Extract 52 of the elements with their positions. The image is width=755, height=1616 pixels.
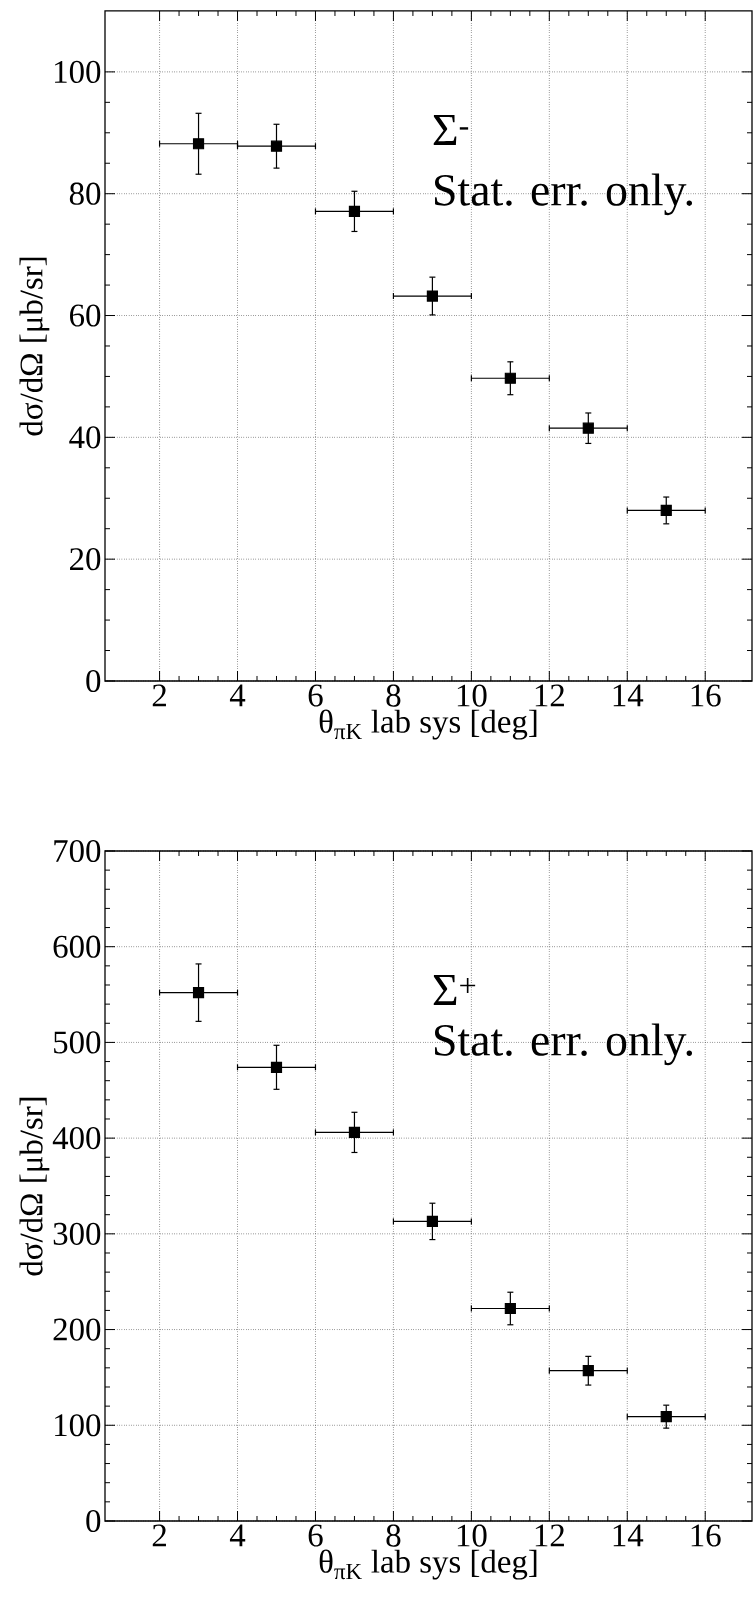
point (348, 1126, 361, 1138)
x-axis-title: θ$_{πK}$ lab sys [deg] (319, 709, 537, 740)
x-tick-label: 16 (691, 684, 721, 707)
y-tick-label: 80 (69, 182, 101, 205)
x-tick-label: 12 (535, 1524, 564, 1547)
x-axis-title: θ$_{πK}$ lab sys [deg] (319, 1549, 537, 1580)
point (426, 290, 438, 302)
x-tick-label: 16 (691, 1524, 721, 1547)
x-tick-label: 4 (229, 684, 246, 707)
y-axis-title: dσ/dΩ [μb/sr] (19, 1097, 50, 1276)
y-tick-label: 60 (70, 304, 101, 327)
y-tick-label: 700 (54, 839, 101, 863)
y-tick-label: 0 (86, 1509, 101, 1533)
point (426, 1215, 438, 1227)
x-tick-label: 6 (308, 1524, 323, 1547)
x-tick-label: 14 (613, 684, 644, 707)
y-tick-label: 100 (55, 60, 101, 83)
x-tick-label: 10 (457, 684, 487, 707)
point (660, 1411, 672, 1423)
point (270, 1061, 283, 1073)
y-tick-label: 600 (53, 935, 101, 958)
y-tick-label: 300 (53, 1222, 101, 1245)
point (192, 987, 205, 999)
x-tick-label: 4 (229, 1524, 246, 1547)
annotation: Stat. err. only. (435, 1023, 693, 1066)
x-tick-label: 8 (386, 684, 401, 707)
x-tick-label: 10 (457, 1524, 487, 1547)
x-tick-label: 6 (308, 684, 323, 707)
point (270, 140, 283, 152)
x-tick-label: 8 (386, 1524, 401, 1547)
x-tick-label: 2 (152, 1524, 166, 1547)
y-tick-label: 400 (52, 1127, 101, 1150)
y-tick-label: 100 (55, 1414, 101, 1437)
annotation: Σ$^{-}$ (433, 114, 469, 145)
y-tick-label: 200 (53, 1318, 101, 1341)
point (192, 138, 205, 150)
point (660, 504, 672, 517)
x-tick-label: 2 (152, 684, 166, 707)
point (582, 1365, 594, 1377)
y-tick-label: 500 (54, 1031, 101, 1054)
point (504, 1302, 516, 1315)
point (582, 422, 594, 434)
y-tick-label: 0 (86, 669, 101, 693)
annotation: Σ$^{+}$ (433, 975, 476, 1006)
point (348, 205, 361, 217)
x-tick-label: 14 (613, 1524, 644, 1547)
y-axis-title: dσ/dΩ [μb/sr] (19, 257, 50, 436)
y-tick-label: 20 (70, 548, 101, 571)
annotation: Stat. err. only. (435, 173, 693, 216)
point (504, 372, 516, 384)
y-tick-label: 40 (69, 426, 101, 449)
x-tick-label: 12 (535, 684, 564, 707)
